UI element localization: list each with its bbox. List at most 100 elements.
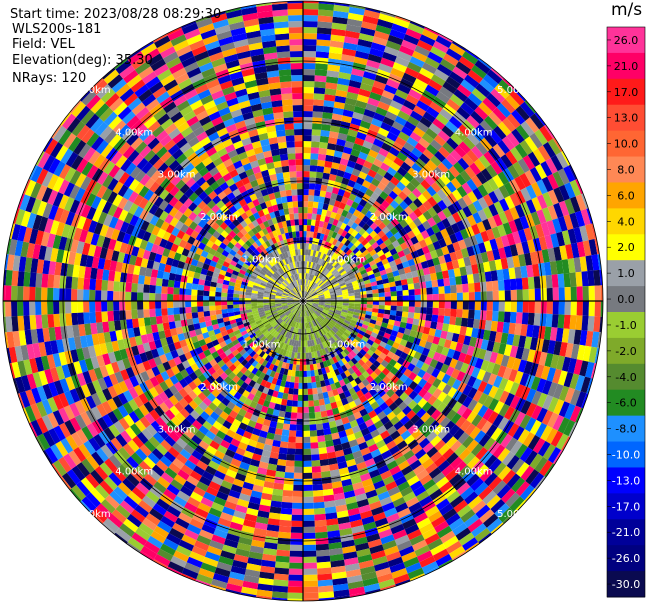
gate-cell <box>407 258 416 267</box>
gate-cell <box>325 235 332 243</box>
gate-cell <box>412 366 421 376</box>
gate-cell <box>303 538 316 545</box>
gate-cell <box>497 224 507 237</box>
gate-cell <box>458 239 467 250</box>
gate-cell <box>427 243 436 253</box>
gate-cell <box>362 345 370 353</box>
gate-cell <box>305 304 310 309</box>
gate-cell <box>361 378 370 387</box>
gate-cell <box>368 238 377 246</box>
gate-cell <box>310 307 316 312</box>
gate-cell <box>460 419 472 432</box>
gate-cell <box>335 194 344 202</box>
gate-cell <box>320 313 326 319</box>
gate-cell <box>329 40 344 49</box>
gate-cell <box>442 81 457 94</box>
gate-cell <box>53 301 60 315</box>
gate-cell <box>320 465 330 473</box>
gate-cell <box>346 337 353 344</box>
gate-cell <box>318 239 323 246</box>
gate-cell <box>311 129 321 136</box>
gate-cell <box>341 309 348 313</box>
gate-cell <box>461 317 469 327</box>
gate-cell <box>438 337 446 347</box>
gate-cell <box>432 96 447 109</box>
gate-cell <box>544 234 554 249</box>
gate-cell <box>307 286 311 293</box>
gate-cell <box>312 294 318 298</box>
gate-cell <box>366 59 381 69</box>
gate-cell <box>338 317 345 322</box>
gate-cell <box>366 339 374 346</box>
gate-cell <box>471 366 481 379</box>
gate-cell <box>386 351 395 359</box>
gate-cell <box>497 365 507 378</box>
gate-cell <box>466 178 478 191</box>
gate-cell <box>373 112 386 122</box>
gate-cell <box>348 298 355 301</box>
gate-cell <box>303 490 314 497</box>
gate-cell <box>435 344 444 354</box>
gate-cell <box>303 430 311 437</box>
gate-cell <box>497 465 512 481</box>
gate-cell <box>382 208 391 218</box>
gate-cell <box>315 238 320 245</box>
gate-cell <box>311 213 317 220</box>
gate-cell <box>311 305 318 309</box>
gate-cell <box>131 309 138 319</box>
gate-cell <box>332 107 344 116</box>
gate-cell <box>492 248 501 261</box>
gate-cell <box>442 207 452 218</box>
gate-cell <box>221 301 228 306</box>
gate-cell <box>407 363 416 372</box>
gate-cell <box>370 263 378 271</box>
gate-cell <box>410 177 421 188</box>
gate-cell <box>449 233 458 244</box>
gate-cell <box>334 233 341 241</box>
gate-cell <box>483 395 494 408</box>
gate-cell <box>407 192 418 202</box>
gate-cell <box>203 295 210 301</box>
gate-cell <box>457 258 466 268</box>
gate-cell <box>552 287 559 301</box>
gate-cell <box>436 189 447 200</box>
gate-cell <box>352 347 360 355</box>
gate-cell <box>397 425 408 436</box>
gate-cell <box>306 301 313 304</box>
gate-cell <box>418 422 429 434</box>
gate-cell <box>101 311 109 323</box>
gate-cell <box>529 337 539 351</box>
gate-cell <box>597 332 602 348</box>
gate-cell <box>361 215 370 224</box>
gate-cell <box>313 276 317 282</box>
gate-cell <box>337 227 344 236</box>
gate-cell <box>497 139 511 155</box>
gate-cell <box>312 387 318 395</box>
gate-cell <box>424 236 433 246</box>
gate-cell <box>513 88 526 102</box>
gate-cell <box>343 217 350 225</box>
gate-cell <box>347 12 364 22</box>
gate-cell <box>390 392 400 403</box>
gate-cell <box>459 326 467 336</box>
gate-cell <box>553 383 564 400</box>
gate-cell <box>379 352 387 360</box>
gate-cell <box>379 269 387 276</box>
gate-cell <box>383 313 390 320</box>
gate-cell <box>491 363 501 376</box>
gate-cell <box>557 216 568 232</box>
gate-cell <box>304 291 307 298</box>
gate-cell <box>303 285 305 292</box>
gate-cell <box>395 310 403 317</box>
gate-cell <box>541 249 550 263</box>
gate-cell <box>580 208 591 226</box>
gate-cell <box>518 335 527 348</box>
gate-cell <box>352 247 360 255</box>
gate-cell <box>502 469 516 485</box>
gate-cell <box>321 118 332 126</box>
gate-cell <box>318 295 325 298</box>
gate-cell <box>283 484 294 491</box>
gate-cell <box>464 166 477 179</box>
gate-cell <box>307 213 313 220</box>
gate-cell <box>501 98 516 114</box>
